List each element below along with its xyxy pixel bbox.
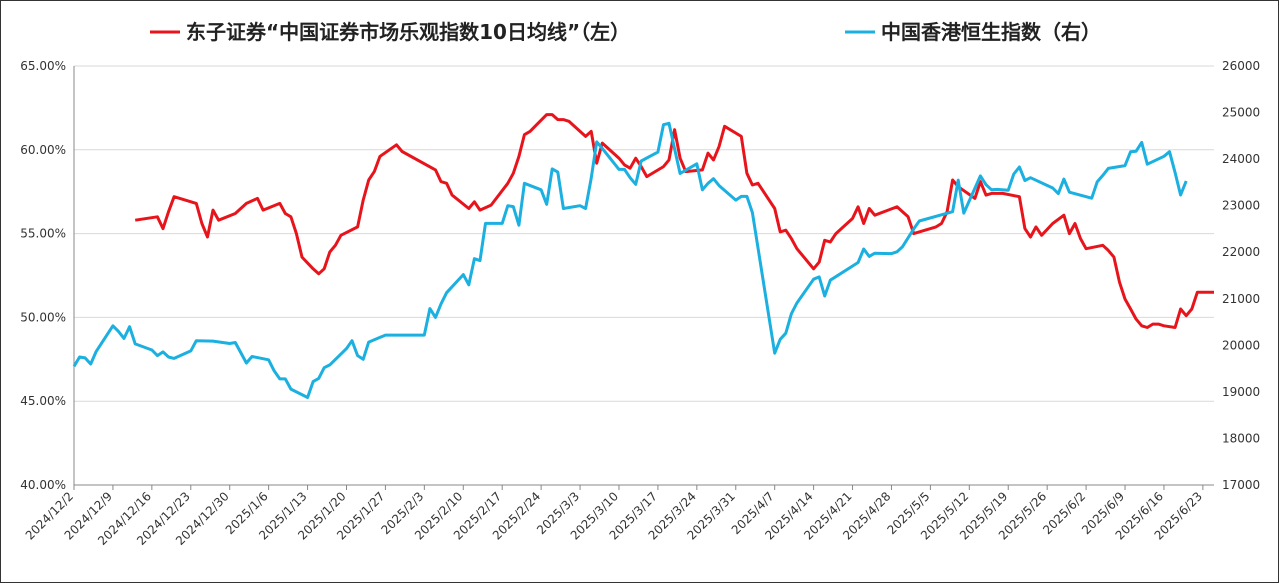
y-left-tick-label: 65.00% <box>20 59 66 73</box>
series-line-hsi <box>72 121 1188 399</box>
y-right-tick-label: 17000 <box>1222 478 1260 492</box>
y-left-tick-label: 40.00% <box>20 478 66 492</box>
y-left-tick-label: 45.00% <box>20 394 66 408</box>
y-right-tick-label: 19000 <box>1222 385 1260 399</box>
y-right-tick-label: 21000 <box>1222 292 1260 306</box>
y-left-tick-label: 50.00% <box>20 310 66 324</box>
right-axis-ticks: 17000 18000 19000 20000 21000 22000 23000 24000… <box>1222 59 1260 492</box>
legend-label-hsi: 中国香港恒生指数（右） <box>881 20 1101 44</box>
axes <box>73 66 1214 486</box>
x-axis-ticks: 2024/12/22024/12/92024/12/162024/12/2320… <box>23 485 1205 548</box>
y-right-tick-label: 20000 <box>1222 338 1260 352</box>
y-right-tick-label: 23000 <box>1222 199 1260 213</box>
y-right-tick-label: 22000 <box>1222 245 1260 259</box>
gridlines <box>74 65 1214 402</box>
legend: 东子证券“中国证券市场乐观指数10日均线”（左） 中国香港恒生指数（右） <box>150 20 1101 44</box>
legend-label-optimism: 东子证券“中国证券市场乐观指数10日均线”（左） <box>186 20 630 44</box>
y-right-tick-label: 24000 <box>1222 152 1260 166</box>
series-line-optimism <box>134 113 1214 329</box>
y-left-tick-label: 60.00% <box>20 143 66 157</box>
y-right-tick-label: 18000 <box>1222 431 1260 445</box>
y-right-tick-label: 26000 <box>1222 59 1260 73</box>
series-lines <box>72 113 1214 399</box>
left-axis-ticks: 40.00% 45.00% 50.00% 55.00% 60.00% 65.00% <box>20 59 66 492</box>
y-right-tick-label: 25000 <box>1222 106 1260 120</box>
y-left-tick-label: 55.00% <box>20 227 66 241</box>
